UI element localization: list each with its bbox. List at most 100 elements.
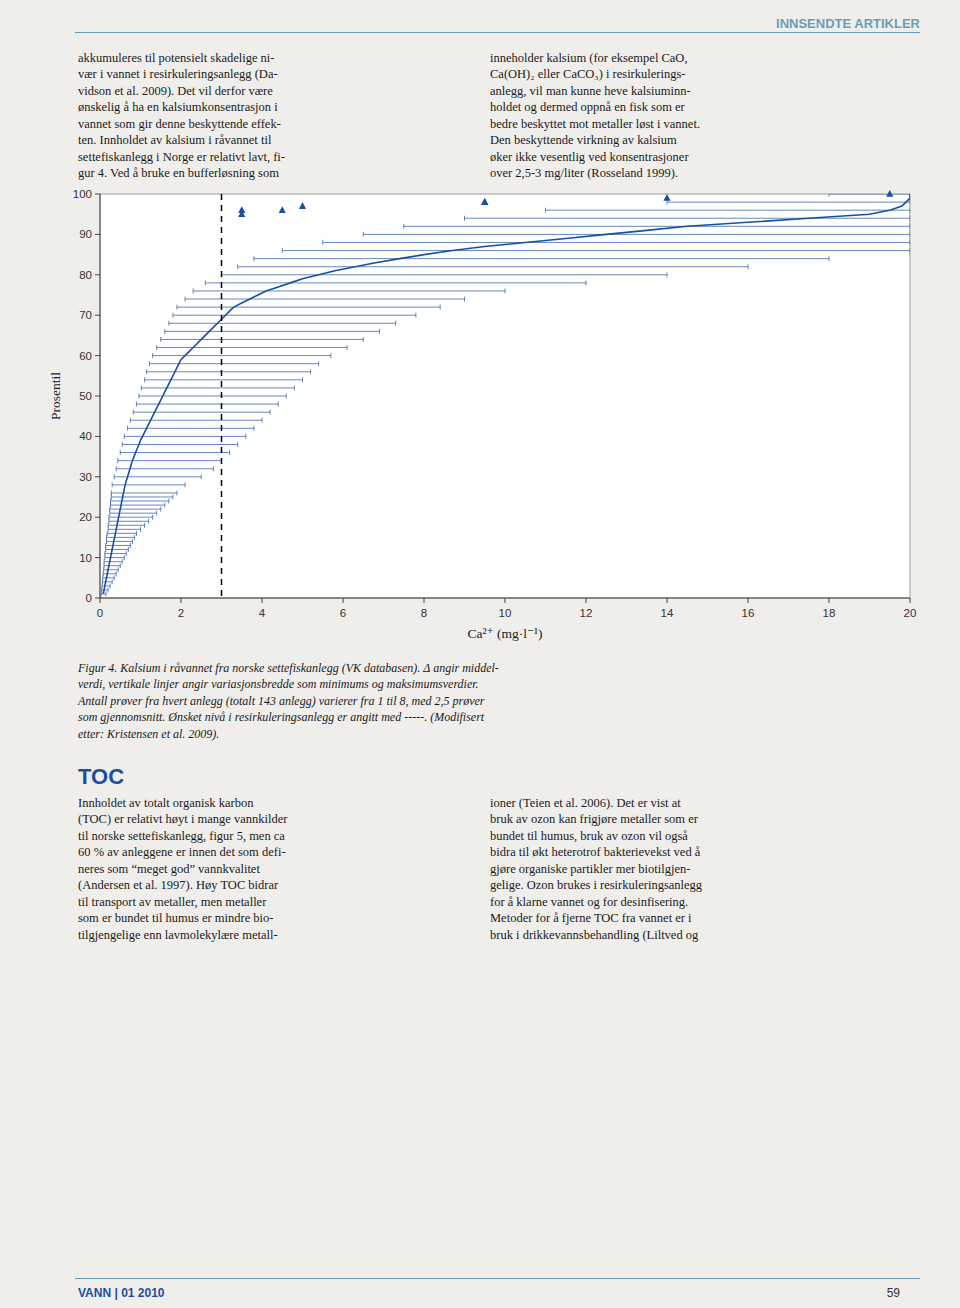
body-text: (Andersen et al. 1997). Høy TOC bidrar [78, 878, 279, 892]
y-tick [95, 476, 100, 477]
y-tick-label: 100 [73, 188, 92, 200]
footer-text: VANN | 01 2010 [78, 1286, 165, 1300]
body-text: neres som “meget god” vannkvalitet [78, 862, 260, 876]
error-bar [282, 248, 910, 253]
y-tick [95, 557, 100, 558]
marker [279, 206, 286, 213]
body-text: øker ikke vesentlig ved konsentrasjoner [490, 150, 689, 164]
error-bar [205, 280, 586, 285]
caption: som gjennomsnitt. Ønsket nivå i resirkul… [78, 710, 485, 724]
body-text: Den beskyttende virkning av kalsium [490, 133, 677, 147]
body-text: gelige. Ozon brukes i resirkuleringsanle… [490, 878, 703, 892]
y-tick [95, 436, 100, 437]
y-tick-label: 20 [79, 511, 92, 523]
plot-marks [101, 194, 910, 598]
x-tick-label: 8 [421, 607, 427, 619]
body-text: bruk av ozon kan frigjøre metaller som e… [490, 812, 699, 826]
body-text: Ca(OH)₂ eller CaCO₃) i resirkulerings- [490, 67, 685, 81]
error-bar [106, 547, 129, 552]
plot-markers [238, 190, 893, 217]
body-text: vær i vannet i resirkuleringsanlegg (Da- [78, 67, 278, 81]
error-bar [104, 567, 119, 572]
body-text: bruk i drikkevannsbehandling (Liltved og [490, 928, 699, 942]
body-text: som er bundet til humus er mindre bio- [78, 911, 273, 925]
error-bar [323, 240, 910, 245]
marker [238, 210, 245, 217]
error-bar [102, 579, 112, 584]
body-text: ioner (Teien et al. 2006). Det er vist a… [490, 796, 681, 810]
body-text: akkumuleres til potensielt skadelige ni- [78, 51, 274, 65]
y-tick [95, 315, 100, 316]
error-bar [111, 499, 169, 504]
x-tick [748, 598, 749, 603]
chart: 024681012141618200102030405060708090100C… [48, 188, 916, 641]
error-bar [165, 329, 380, 334]
error-bar [254, 256, 829, 261]
x-tick [343, 598, 344, 603]
page: INNSENDTE ARTIKLERakkumuleres til potens… [0, 0, 960, 1308]
y-tick-label: 80 [79, 269, 92, 281]
body-text: bundet til humus, bruk av ozon vil også [490, 829, 688, 843]
marker [886, 190, 893, 197]
error-bar [103, 571, 116, 576]
reference-line [221, 194, 223, 598]
x-tick-label: 18 [823, 607, 836, 619]
error-bar [222, 272, 668, 277]
footer-rule [75, 1278, 920, 1279]
error-bar [111, 490, 177, 495]
caption: verdi, vertikale linjer angir variasjons… [78, 677, 479, 691]
y-tick-label: 30 [79, 471, 92, 483]
data-line [103, 194, 910, 594]
y-tick [95, 355, 100, 356]
error-bar [108, 523, 144, 528]
y-axis-label: Prosentil [48, 372, 63, 420]
error-bar [149, 361, 318, 366]
error-bar [147, 369, 311, 374]
x-tick [910, 598, 911, 603]
error-bar [238, 264, 748, 269]
error-bar [169, 321, 396, 326]
error-bar [157, 345, 347, 350]
x-tick-label: 16 [742, 607, 755, 619]
plot-area [100, 194, 910, 598]
error-bar [161, 337, 364, 342]
error-bar [109, 519, 149, 524]
body-text: Innholdet av totalt organisk karbon [78, 796, 254, 810]
body-text: tilgjengelige enn lavmolekylære metall- [78, 928, 278, 942]
body-text: vannet som gir denne beskyttende effek- [78, 117, 281, 131]
y-tick [95, 194, 100, 195]
marker [299, 202, 306, 209]
body-text: 60 % av anleggene er innen det som defi- [78, 845, 286, 859]
y-tick [95, 598, 100, 599]
error-bar [107, 531, 136, 536]
body-text: anlegg, vil man kunne heve kalsiuminn- [490, 84, 691, 98]
body-text: til norske settefiskanlegg, figur 5, men… [78, 829, 285, 843]
body-text: ønskelig å ha en kalsiumkonsentrasjon i [78, 100, 278, 114]
x-tick [586, 598, 587, 603]
x-tick-label: 14 [661, 607, 674, 619]
y-tick [95, 234, 100, 235]
x-tick [829, 598, 830, 603]
error-bar [185, 297, 464, 302]
marker [481, 198, 488, 205]
x-tick [667, 598, 668, 603]
x-tick-label: 0 [97, 607, 103, 619]
body-text: settefiskanlegg i Norge er relativt lavt… [78, 150, 285, 164]
body-text: holdet og dermed oppnå en fisk som er [490, 100, 686, 114]
error-bar [363, 232, 910, 237]
body-text: vidson et al. 2009). Det vil derfor være [78, 84, 273, 98]
body-text: til transport av metaller, men metaller [78, 895, 267, 909]
error-bar [145, 377, 303, 382]
y-tick-label: 10 [79, 552, 92, 564]
error-bar [106, 539, 132, 544]
y-tick-label: 40 [79, 430, 92, 442]
y-tick-label: 70 [79, 309, 92, 321]
error-bar [173, 313, 416, 318]
error-bar [546, 208, 911, 213]
body-text: for å klarne vannet og for desinfisering… [490, 895, 688, 909]
error-bar [108, 527, 140, 532]
error-bar [404, 224, 910, 229]
x-tick [181, 598, 182, 603]
x-tick-label: 2 [178, 607, 184, 619]
error-bar [106, 543, 131, 548]
